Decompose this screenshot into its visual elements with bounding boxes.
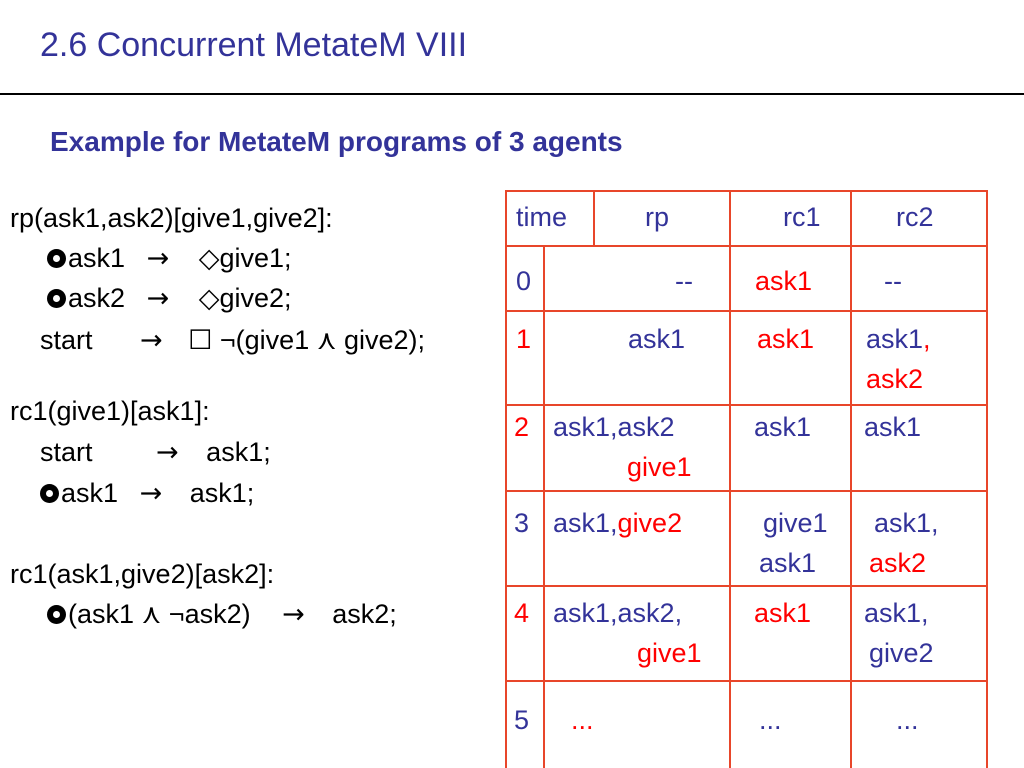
grid-line [729, 190, 731, 768]
rp-cell: ... [571, 705, 594, 735]
slide-title: 2.6 Concurrent MetateM VIII [40, 26, 468, 64]
diamond-icon: ◇ [198, 283, 220, 314]
next-operator-icon [47, 289, 66, 308]
grid-line [505, 310, 988, 312]
rp-cell-line2: give1 [637, 638, 702, 668]
rp-rule2-lhs: ask2 [68, 283, 126, 313]
rc2-header: rc1(ask1,give2)[ask2]: [10, 559, 275, 589]
rp-rule2-rhs: give2; [219, 283, 292, 313]
box-icon: ☐ [188, 325, 213, 356]
rc2-cell: ask1 [864, 412, 922, 442]
slide-subtitle: Example for MetateM programs of 3 agents [50, 126, 623, 157]
rc2-cell: ask1, [864, 598, 929, 628]
rc1-rule1-rhs: ask1; [206, 437, 271, 467]
rp-cell-part: ask1, [553, 508, 618, 538]
grid-line [986, 190, 988, 768]
next-operator-icon [40, 484, 59, 503]
grid-line [850, 190, 852, 768]
rp-cell: ask1,give2 [553, 508, 682, 539]
rp-rule3-lhs: start [40, 325, 93, 355]
rc1-cell: ask1 [754, 598, 812, 628]
next-operator-icon [47, 605, 66, 624]
rc2-cell: -- [884, 266, 902, 296]
rp-rule1: ask1 → ◇give1; [47, 243, 292, 274]
rc1-rule2: ask1 → ask1; [40, 478, 254, 509]
rp-cell-part: give2 [617, 508, 683, 538]
rc1-rule2-rhs: ask1; [189, 478, 255, 508]
arrow-icon: → [282, 599, 305, 630]
rp-cell: ask1 [628, 324, 686, 354]
grid-line [505, 404, 988, 406]
arrow-icon: → [139, 478, 163, 509]
rp-cell: ask1,ask2 [553, 412, 675, 442]
rp-cell-line2: give1 [627, 452, 692, 482]
rc1-cell: give1 [763, 508, 828, 538]
time-cell: 4 [514, 598, 530, 628]
run-table: time rp rc1 rc2 0 -- ask1 -- 1 ask1 ask1… [505, 190, 988, 768]
rc2-cell-line2: give2 [869, 638, 934, 668]
grid-line [505, 190, 988, 192]
rp-rule3-rhs: ¬(give1 ⋏ give2); [219, 325, 426, 355]
arrow-icon: → [146, 283, 170, 314]
rc2-cell-part: ask1 [866, 324, 924, 354]
rp-rule1-lhs: ask1 [68, 243, 126, 273]
time-cell: 2 [514, 412, 530, 442]
grid-line [505, 245, 988, 247]
rc1-cell: ... [759, 705, 782, 735]
time-cell: 3 [514, 508, 530, 538]
grid-line [543, 245, 545, 768]
diamond-icon: ◇ [198, 243, 220, 274]
time-cell: 1 [516, 324, 532, 354]
title-divider [0, 93, 1024, 95]
rc2-cell-part: , [923, 324, 931, 354]
arrow-icon: → [140, 325, 163, 356]
rp-rule3: start → ☐ ¬(give1 ⋏ give2); [40, 325, 425, 356]
header-rc2: rc2 [896, 202, 934, 232]
rc1-rule2-lhs: ask1 [61, 478, 119, 508]
rc1-cell: ask1 [754, 412, 812, 442]
header-time: time [516, 202, 568, 232]
grid-line [505, 190, 507, 768]
rp-header: rp(ask1,ask2)[give1,give2]: [10, 203, 333, 233]
time-cell: 5 [514, 705, 530, 735]
grid-line [505, 490, 988, 492]
rc1-cell-line2: ask1 [759, 548, 817, 578]
grid-line [505, 680, 988, 682]
rc2-cell-line2: ask2 [869, 548, 927, 578]
rc2-rule1-lhs: (ask1 ⋏ ¬ask2) [68, 599, 251, 629]
header-rp: rp [645, 202, 670, 232]
rc2-rule1-rhs: ask2; [332, 599, 397, 629]
rc2-cell: ask1, [874, 508, 939, 538]
rc1-rule1: start → ask1; [40, 437, 271, 468]
rc1-header: rc1(give1)[ask1]: [10, 396, 210, 426]
rc2-rule1: (ask1 ⋏ ¬ask2) → ask2; [47, 599, 397, 630]
rp-rule1-rhs: give1; [219, 243, 292, 273]
grid-line [505, 585, 988, 587]
rc1-rule1-lhs: start [40, 437, 93, 467]
rc1-cell: ask1 [757, 324, 815, 354]
rc1-cell: ask1 [755, 266, 813, 296]
time-cell: 0 [516, 266, 532, 296]
rc2-cell: ... [896, 705, 919, 735]
rp-rule2: ask2 → ◇give2; [47, 283, 292, 314]
rc2-cell-line2: ask2 [866, 364, 924, 394]
rp-cell: -- [675, 266, 693, 296]
arrow-icon: → [146, 243, 170, 274]
next-operator-icon [47, 249, 66, 268]
header-rc1: rc1 [783, 202, 821, 232]
grid-line [593, 190, 595, 245]
rp-cell: ask1,ask2, [553, 598, 683, 628]
arrow-icon: → [156, 437, 179, 468]
rc2-cell: ask1, [866, 324, 931, 355]
